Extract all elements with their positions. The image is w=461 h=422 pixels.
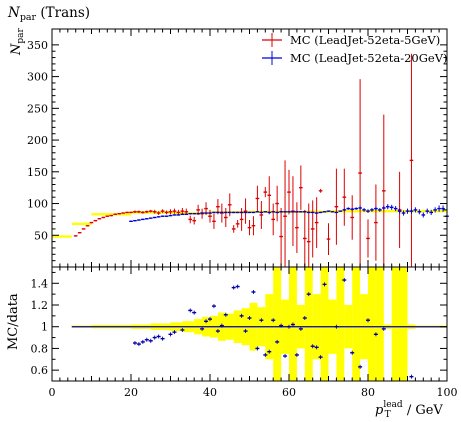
upper-y-tick-label: 50 bbox=[34, 229, 48, 242]
chart-title-sub: par bbox=[20, 12, 37, 23]
upper-band-segment bbox=[368, 209, 408, 213]
legend: MC (LeadJet-52eta-5GeV) MC (LeadJet-52eta… bbox=[262, 33, 448, 65]
upper-y-ticks: 50 100 150 200 250 300 350 bbox=[27, 39, 447, 262]
x-axis-label: plead T / GeV bbox=[375, 400, 443, 420]
upper-y-label: Npar bbox=[9, 27, 26, 56]
ratio-band-segment bbox=[391, 267, 408, 381]
x-axis-label-sub: T bbox=[385, 410, 391, 420]
x-tick-label: 60 bbox=[282, 386, 296, 399]
upper-y-tick-label: 250 bbox=[27, 102, 48, 115]
upper-y-tick-label: 100 bbox=[27, 198, 48, 211]
x-axis-label-unit: / GeV bbox=[403, 403, 444, 418]
ratio-y-ticks: 0.6 0.8 1 1.2 1.4 bbox=[31, 271, 447, 377]
upper-band-segment bbox=[91, 213, 131, 216]
upper-y-label-main: N bbox=[9, 43, 24, 56]
x-tick-label: 80 bbox=[361, 386, 375, 399]
upper-y-tick-label: 200 bbox=[27, 134, 48, 147]
series-1 bbox=[73, 53, 414, 267]
ratio-y-tick-label: 1.4 bbox=[31, 277, 49, 290]
series-2 bbox=[129, 204, 449, 223]
legend-label: MC (LeadJet-52eta-5GeV) bbox=[290, 33, 440, 47]
legend-entry-1: MC (LeadJet-52eta-5GeV) bbox=[262, 33, 440, 47]
upper-y-tick-label: 150 bbox=[27, 166, 48, 179]
ratio-band-segment bbox=[375, 267, 384, 381]
ratio-y-tick-label: 0.6 bbox=[31, 364, 49, 377]
x-axis-label-sup: lead bbox=[383, 400, 403, 410]
ratio-band bbox=[71, 267, 447, 381]
ratio-series bbox=[132, 278, 414, 379]
x-axis-label-main: p bbox=[375, 403, 384, 418]
upper-band-segment bbox=[328, 209, 368, 213]
x-tick-label: 100 bbox=[437, 386, 458, 399]
ratio-band-segment bbox=[368, 267, 376, 381]
x-tick-label: 40 bbox=[203, 386, 217, 399]
upper-panel: 50 100 150 200 250 300 350 Npar bbox=[9, 27, 449, 268]
ratio-band-segment bbox=[304, 267, 313, 381]
ratio-y-label: MC/data bbox=[6, 293, 21, 350]
x-tick-label: 0 bbox=[49, 386, 56, 399]
ratio-band-segment bbox=[352, 267, 361, 381]
ratio-x-ticks: 0 20 40 60 80 100 bbox=[49, 267, 458, 399]
ratio-y-tick-label: 0.8 bbox=[31, 342, 49, 355]
legend-entry-2: MC (LeadJet-52eta-20GeV) bbox=[262, 51, 448, 65]
chart-title: Npar (Trans) bbox=[7, 5, 90, 23]
ratio-y-tick-label: 1.2 bbox=[31, 299, 49, 312]
x-tick-label: 20 bbox=[124, 386, 138, 399]
upper-series bbox=[73, 53, 449, 267]
ratio-band-segment bbox=[273, 267, 282, 381]
ratio-band-segment bbox=[336, 267, 345, 381]
ratio-y-tick-label: 1 bbox=[41, 321, 48, 334]
chart-title-main: N bbox=[7, 5, 21, 21]
legend-label: MC (LeadJet-52eta-20GeV) bbox=[290, 51, 448, 65]
upper-x-ticks bbox=[51, 29, 448, 267]
upper-band-segment bbox=[52, 235, 72, 238]
ratio-series-1 bbox=[132, 278, 414, 379]
chart-title-rest: (Trans) bbox=[36, 5, 90, 21]
upper-y-tick-label: 350 bbox=[27, 39, 48, 52]
ratio-panel: 0.6 0.8 1 1.2 1.4 0 20 40 60 80 100 MC/data bbox=[6, 266, 458, 399]
ratio-band-segment bbox=[320, 267, 329, 381]
upper-band-segment bbox=[71, 222, 92, 226]
upper-y-label-sub: par bbox=[16, 27, 26, 43]
upper-y-tick-label: 300 bbox=[27, 71, 48, 84]
